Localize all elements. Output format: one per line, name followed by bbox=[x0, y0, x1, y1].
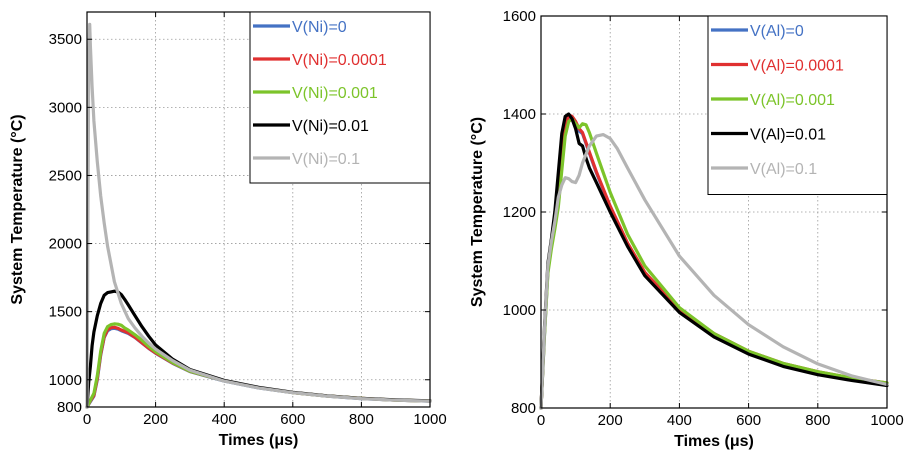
y-tick-label: 2500 bbox=[49, 167, 82, 184]
x-tick-label: 600 bbox=[736, 412, 761, 429]
x-tick-label: 1000 bbox=[870, 412, 903, 429]
y-tick-label: 1200 bbox=[503, 204, 536, 221]
x-axis-label: Times (μs) bbox=[674, 433, 754, 450]
x-tick-label: 1000 bbox=[413, 411, 446, 428]
y-axis-label: System Temperature (°C) bbox=[9, 114, 26, 304]
panel-left: 0 200 400 600 800 1000 800 1000 1500 2000 2500 3000… bbox=[9, 11, 447, 449]
y-tick-label: 3000 bbox=[49, 99, 82, 116]
x-tick-label: 400 bbox=[212, 411, 237, 428]
legend-label-4: V(Ni)=0.01 bbox=[292, 118, 369, 135]
series-line-5 bbox=[539, 133, 889, 410]
x-tick-label: 800 bbox=[349, 411, 374, 428]
y-tick-label: 1000 bbox=[49, 372, 82, 389]
legend-label-4: V(Al)=0.01 bbox=[750, 127, 826, 144]
legend-label-3: V(Al)=0.001 bbox=[750, 92, 835, 109]
y-tick-label: 3500 bbox=[49, 31, 82, 48]
legend-box bbox=[249, 11, 431, 184]
legend-label-5: V(Ni)=0.1 bbox=[292, 151, 360, 168]
legend-label-1: V(Ni)=0 bbox=[292, 19, 347, 36]
x-tick-label: 0 bbox=[537, 412, 545, 429]
x-tick-label: 400 bbox=[667, 412, 692, 429]
panel-right: 0 200 400 600 800 1000 800 1000 1200 1400 1600 Time… bbox=[469, 8, 904, 450]
y-tick-label: 1500 bbox=[49, 304, 82, 321]
y-axis-label: System Temperature (°C) bbox=[469, 117, 486, 307]
y-tick-label: 800 bbox=[57, 399, 82, 416]
x-tick-label: 0 bbox=[83, 411, 91, 428]
y-tick-label: 1400 bbox=[503, 106, 536, 123]
y-tick-label: 2000 bbox=[49, 236, 82, 253]
x-axis-label: Times (μs) bbox=[219, 432, 299, 449]
legend-label-2: V(Ni)=0.0001 bbox=[292, 52, 387, 69]
legend-label-1: V(Al)=0 bbox=[750, 23, 804, 40]
y-tick-label: 1600 bbox=[503, 8, 536, 25]
x-tick-label: 600 bbox=[280, 411, 305, 428]
legend-label-2: V(Al)=0.0001 bbox=[750, 58, 844, 75]
x-tick-label: 800 bbox=[805, 412, 830, 429]
x-tick-label: 200 bbox=[143, 411, 168, 428]
legend-label-3: V(Ni)=0.001 bbox=[292, 85, 378, 102]
legend-label-5: V(Al)=0.1 bbox=[750, 161, 817, 178]
series-line-5 bbox=[85, 22, 432, 409]
y-tick-label: 1000 bbox=[503, 302, 536, 319]
y-tick-label: 800 bbox=[511, 400, 536, 417]
legend-box bbox=[707, 15, 888, 195]
x-tick-label: 200 bbox=[598, 412, 623, 429]
